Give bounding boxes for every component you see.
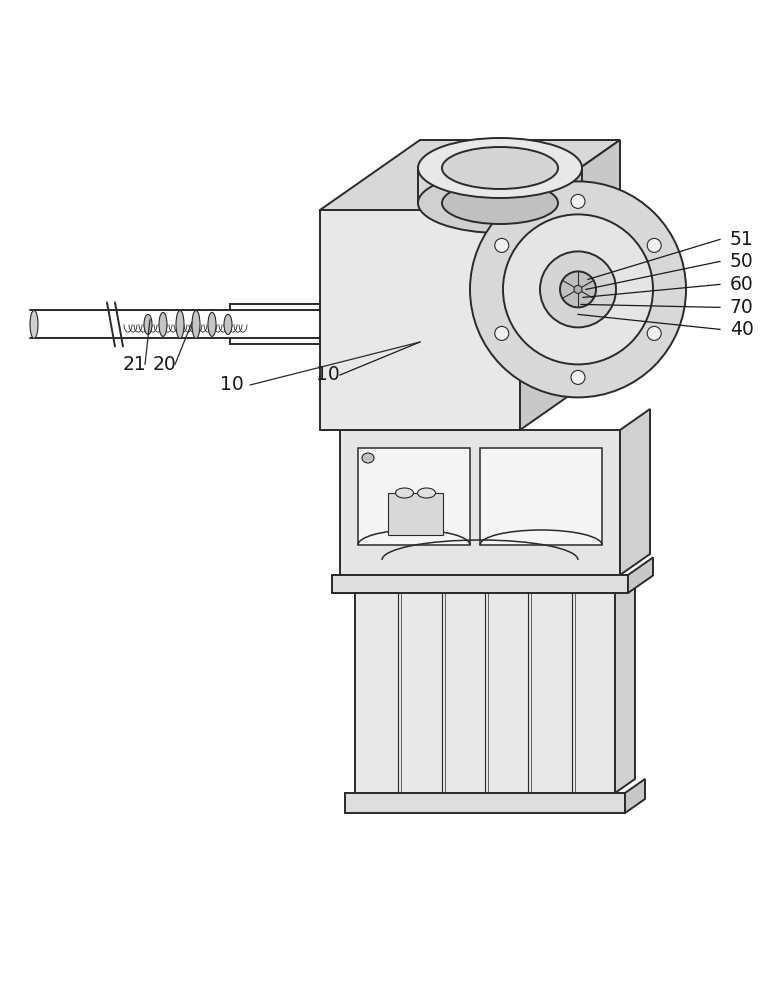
Text: 10: 10 xyxy=(316,365,340,384)
Text: 20: 20 xyxy=(153,355,177,374)
Ellipse shape xyxy=(362,453,374,463)
Ellipse shape xyxy=(224,314,232,334)
Text: 70: 70 xyxy=(730,298,754,317)
Polygon shape xyxy=(320,140,620,210)
Text: 50: 50 xyxy=(730,252,754,271)
Ellipse shape xyxy=(571,370,585,384)
Polygon shape xyxy=(480,448,602,545)
Text: 40: 40 xyxy=(730,320,754,339)
Polygon shape xyxy=(358,448,470,545)
Polygon shape xyxy=(620,409,650,575)
Text: 21: 21 xyxy=(123,355,147,374)
Ellipse shape xyxy=(647,326,661,340)
Ellipse shape xyxy=(208,312,216,336)
Ellipse shape xyxy=(418,173,582,233)
Ellipse shape xyxy=(418,488,435,498)
Polygon shape xyxy=(520,140,620,430)
Ellipse shape xyxy=(647,238,661,252)
Ellipse shape xyxy=(503,214,653,364)
Polygon shape xyxy=(628,558,653,593)
Ellipse shape xyxy=(192,310,200,338)
Ellipse shape xyxy=(144,314,152,334)
Ellipse shape xyxy=(495,326,509,340)
Ellipse shape xyxy=(495,238,509,252)
Polygon shape xyxy=(332,575,628,593)
Polygon shape xyxy=(345,793,625,813)
Polygon shape xyxy=(320,210,520,430)
Polygon shape xyxy=(388,493,443,535)
Text: 60: 60 xyxy=(730,275,754,294)
Ellipse shape xyxy=(176,310,184,338)
Ellipse shape xyxy=(442,147,558,189)
Ellipse shape xyxy=(560,271,596,307)
Ellipse shape xyxy=(442,182,558,224)
Ellipse shape xyxy=(396,488,414,498)
Ellipse shape xyxy=(159,312,167,336)
Ellipse shape xyxy=(418,138,582,198)
Ellipse shape xyxy=(30,310,38,338)
Polygon shape xyxy=(615,579,635,793)
Text: 51: 51 xyxy=(730,230,754,249)
Polygon shape xyxy=(340,430,620,575)
Ellipse shape xyxy=(574,285,582,293)
Ellipse shape xyxy=(571,194,585,208)
Ellipse shape xyxy=(540,251,616,327)
Text: 10: 10 xyxy=(220,375,244,394)
Polygon shape xyxy=(355,593,615,793)
Ellipse shape xyxy=(470,181,686,397)
Polygon shape xyxy=(625,779,645,813)
